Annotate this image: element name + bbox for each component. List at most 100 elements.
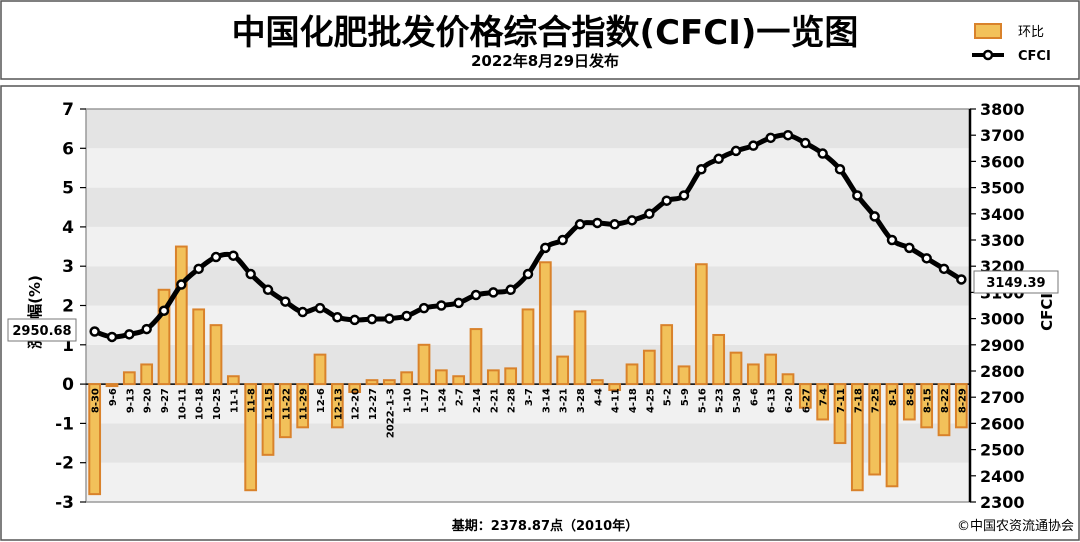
x-tick-label: 8-8 — [905, 388, 916, 406]
cfci-point-4-4 — [592, 217, 603, 229]
x-tick-label: 6-13 — [767, 388, 778, 413]
bar-1-17 — [417, 343, 431, 386]
bar-series — [88, 245, 968, 496]
cfci-point-2022-1-3 — [384, 313, 395, 324]
x-tick-label: 9-6 — [108, 388, 119, 406]
bar-2-7 — [452, 375, 466, 386]
chart-subtitle: 2022年8月29日发布 — [471, 52, 619, 70]
cfci-point-12-13 — [332, 312, 343, 323]
bar-8-29 — [954, 383, 968, 429]
left-tick-label: 5 — [62, 179, 74, 199]
bar-2-14 — [469, 328, 483, 386]
bar-7-25 — [868, 383, 882, 476]
bar-9-13 — [122, 371, 136, 386]
left-tick-label: 3 — [62, 257, 74, 277]
left-tick-label: -3 — [55, 493, 74, 513]
bar-8-22 — [937, 383, 951, 437]
cfci-point-7-25 — [869, 211, 880, 222]
cfci-point-2-28 — [505, 284, 516, 296]
left-tick-label: 4 — [62, 218, 74, 238]
x-tick-label: 3-7 — [524, 388, 535, 406]
left-tick-label: 6 — [62, 139, 74, 159]
cfci-point-10-11 — [176, 279, 187, 290]
right-tick-label: 3700 — [980, 126, 1025, 145]
x-tick-label: 6-20 — [784, 388, 795, 413]
cfci-point-6-6 — [748, 140, 759, 151]
x-tick-label: 6-27 — [801, 388, 812, 413]
right-tick-label: 3300 — [980, 231, 1025, 250]
cfci-point-11-29 — [297, 306, 308, 318]
cfci-point-5-9 — [678, 190, 690, 201]
x-tick-label: 1-10 — [403, 388, 414, 413]
cfci-point-7-11 — [834, 164, 846, 175]
x-tick-label: 12-27 — [368, 388, 379, 420]
bar-1-24 — [434, 369, 448, 386]
legend-line-marker — [982, 49, 994, 61]
bar-5-2 — [660, 324, 674, 386]
x-tick-label: 5-16 — [697, 388, 708, 413]
x-tick-label: 5-9 — [680, 388, 691, 406]
x-tick-label: 10-11 — [177, 388, 188, 420]
left-tick-label: 2 — [62, 297, 74, 317]
bar-11-15 — [261, 383, 275, 456]
bar-4-18 — [625, 363, 639, 386]
x-axis-labels: 8-30 9-6 9-13 9-20 9-27 10-11 10-18 10-25 11-1 11… — [91, 388, 969, 438]
cfci-point-10-25 — [210, 251, 222, 263]
cfci-point-11-22 — [280, 296, 291, 307]
grid-band — [86, 109, 970, 149]
grid-band — [86, 187, 970, 227]
cfci-point-2-7 — [453, 297, 464, 309]
legend: 环比 CFCI — [972, 23, 1051, 64]
cfci-point-11-8 — [245, 268, 256, 280]
legend-bar-label: 环比 — [1018, 25, 1044, 40]
x-tick-label: 7-18 — [853, 388, 864, 413]
left-tick-label: -1 — [55, 414, 74, 434]
bar-4-4 — [590, 379, 604, 386]
x-tick-label: 8-15 — [923, 388, 934, 413]
cfci-point-7-4 — [817, 148, 828, 159]
cfci-point-12-6 — [314, 302, 326, 314]
x-tick-label: 11-29 — [299, 388, 310, 420]
x-tick-label: 5-30 — [732, 388, 743, 413]
bar-12-13 — [330, 383, 344, 429]
x-tick-label: 8-30 — [91, 388, 102, 413]
cfci-point-8-8 — [904, 242, 915, 254]
cfci-point-8-29 — [956, 274, 967, 285]
cfci-point-6-27 — [800, 137, 811, 149]
cfci-point-4-11 — [609, 219, 620, 230]
left-tick-label: 0 — [62, 375, 74, 395]
cfci-point-5-30 — [730, 145, 742, 157]
x-tick-label: 2-28 — [507, 388, 518, 413]
cfci-point-8-30 — [89, 326, 100, 337]
left-tick-label: 1 — [62, 336, 74, 356]
x-tick-label: 11-1 — [229, 388, 240, 413]
bar-12-6 — [313, 353, 327, 386]
bar-3-21 — [556, 355, 570, 386]
base-period-note: 基期：2378.87点（2010年） — [451, 518, 638, 534]
bar-7-18 — [850, 383, 864, 492]
cfci-point-5-23 — [713, 153, 724, 165]
x-tick-label: 1-24 — [437, 388, 448, 413]
right-tick-label: 3500 — [980, 179, 1025, 198]
header-panel — [0, 0, 1080, 80]
right-tick-label: 3600 — [980, 152, 1025, 171]
x-tick-label: 9-20 — [143, 388, 154, 413]
bar-3-14 — [538, 261, 552, 386]
x-tick-label: 11-15 — [264, 388, 275, 420]
cfci-point-5-2 — [661, 195, 672, 206]
x-tick-label: 12-13 — [333, 388, 344, 420]
cfci-point-9-6 — [106, 331, 118, 343]
cfci-point-1-10 — [401, 310, 412, 322]
bar-7-4 — [816, 383, 830, 421]
bar-10-18 — [192, 308, 206, 386]
bar-12-27 — [365, 379, 379, 386]
x-tick-label: 7-11 — [836, 388, 847, 413]
cfci-point-8-15 — [921, 253, 932, 264]
x-tick-label: 8-29 — [957, 388, 968, 413]
right-tick-label: 2600 — [980, 414, 1025, 433]
bar-6-27 — [798, 383, 812, 409]
right-tick-label: 2800 — [980, 362, 1025, 381]
grid-band — [86, 423, 970, 463]
chart-title: 中国化肥批发价格综合指数(CFCI)一览图 — [232, 13, 859, 53]
x-tick-label: 5-23 — [715, 388, 726, 413]
